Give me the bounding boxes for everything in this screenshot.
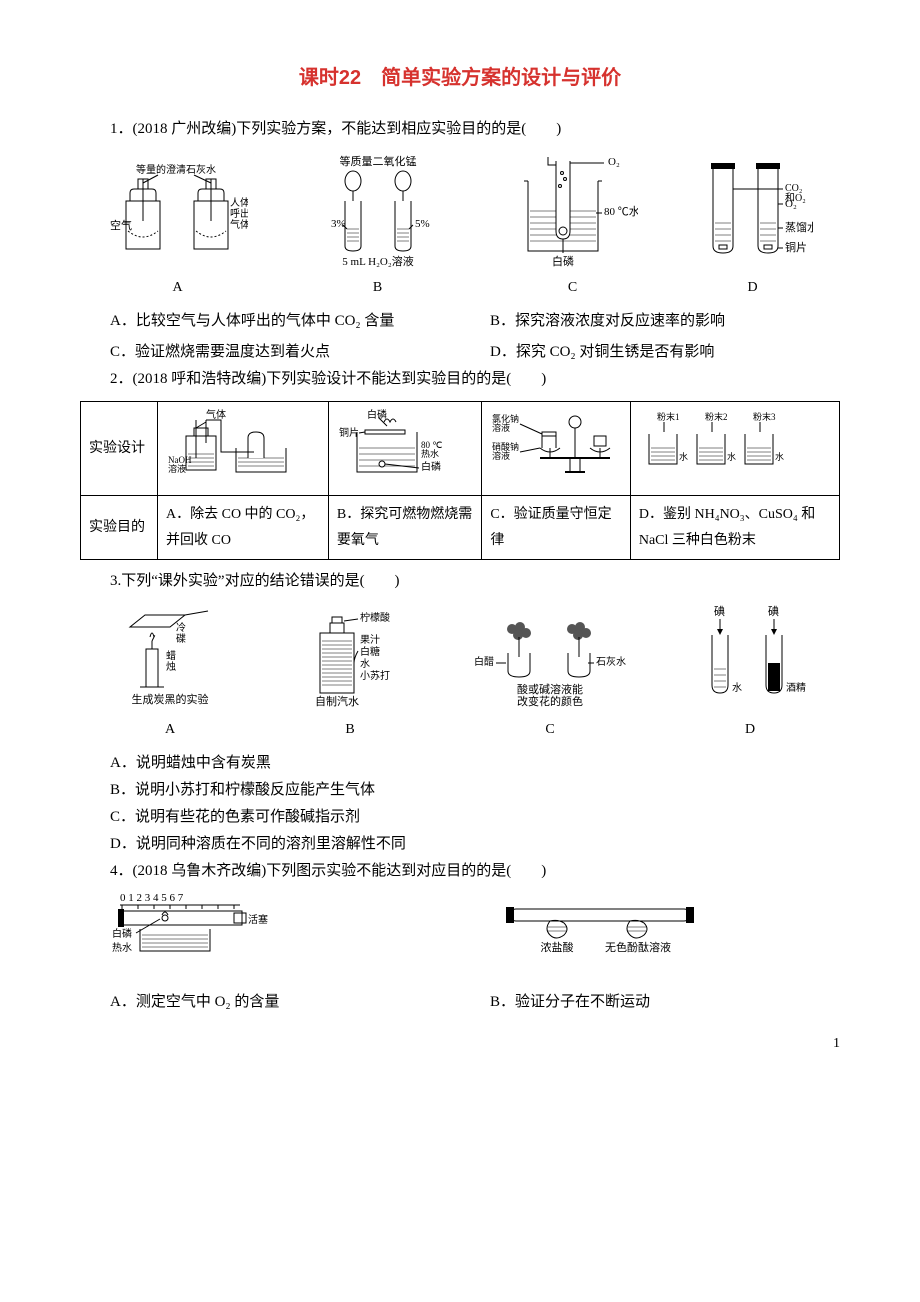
- svg-text:氯化钠溶液: 氯化钠溶液: [492, 413, 519, 433]
- svg-text:蜡烛: 蜡烛: [166, 650, 176, 673]
- q1-stem: 1．(2018 广州改编)下列实验方案，不能达到相应实验目的的是( ): [80, 116, 840, 143]
- q3-figD-label: D: [745, 717, 755, 742]
- q1-figB-label: B: [373, 275, 382, 300]
- q4-optB: B．验证分子在不断运动: [490, 989, 840, 1016]
- svg-text:小苏打: 小苏打: [360, 669, 390, 682]
- svg-text:粉末1: 粉末1: [657, 411, 680, 422]
- q1-figA-label: A: [172, 275, 182, 300]
- svg-text:80 ℃热水: 80 ℃热水: [421, 440, 442, 459]
- svg-text:5%: 5%: [415, 218, 430, 230]
- q1-figures: 等量的澄清石灰水 空气 人体呼出气体 A 等质量二氧化锰: [80, 151, 840, 300]
- svg-text:石灰水: 石灰水: [596, 655, 626, 668]
- q1-figD-label: D: [747, 275, 757, 300]
- svg-text:冷碟: 冷碟: [176, 621, 186, 645]
- q3-figA-label: A: [165, 717, 175, 742]
- q1-optA: A．比较空气与人体呼出的气体中 CO₂ 含量: [110, 308, 460, 335]
- svg-text:0 1 2 3 4 5 6 7: 0 1 2 3 4 5 6 7: [120, 892, 184, 904]
- q2-cellB-fig: 白磷 铜片 80 ℃热水 白磷: [328, 402, 481, 496]
- svg-text:白磷: 白磷: [112, 927, 132, 940]
- q4-optA: A．测定空气中 O₂ 的含量: [110, 989, 460, 1016]
- svg-text:O₂: O₂: [608, 156, 620, 168]
- svg-text:自制汽水: 自制汽水: [315, 694, 359, 708]
- q3-figures: 冷碟 蜡烛 生成炭黑的实验 A 柠檬酸: [80, 603, 840, 742]
- q1-optC: C．验证燃烧需要温度达到着火点: [110, 339, 460, 366]
- q2-cellC-fig: 氯化钠溶液 硝酸钠溶液: [482, 402, 631, 496]
- svg-text:水: 水: [732, 682, 742, 694]
- svg-text:无色酚酞溶液: 无色酚酞溶液: [605, 940, 671, 954]
- svg-text:生成炭黑的实验: 生成炭黑的实验: [132, 692, 209, 706]
- q1-figC: O₂ 80 ℃水 白磷 C: [508, 151, 638, 300]
- svg-text:碘: 碘: [768, 605, 779, 618]
- q1-optB: B．探究溶液浓度对反应速率的影响: [490, 308, 840, 335]
- q3-stem: 3.下列“课外实验”对应的结论错误的是( ): [80, 568, 840, 595]
- q2-table: 实验设计 气体 NaOH溶液: [80, 401, 840, 560]
- svg-text:碘: 碘: [714, 605, 725, 618]
- q4-figA: 0 1 2 3 4 5 6 7: [110, 889, 290, 979]
- q1-options: A．比较空气与人体呼出的气体中 CO₂ 含量 B．探究溶液浓度对反应速率的影响: [80, 308, 840, 335]
- q3-optA: A．说明蜡烛中含有炭黑: [110, 750, 840, 777]
- q3-figA: 冷碟 蜡烛 生成炭黑的实验 A: [110, 603, 230, 742]
- q2-optD: D．鉴别 NH₄NO₃、CuSO₄ 和 NaCl 三种白色粉末: [630, 496, 839, 559]
- q2-cellD-fig: 粉末1 粉末2 粉末3: [630, 402, 839, 496]
- svg-text:酸或碱溶液能改变花的颜色: 酸或碱溶液能改变花的颜色: [517, 682, 583, 708]
- svg-text:80 ℃水: 80 ℃水: [604, 205, 638, 218]
- svg-text:水: 水: [775, 451, 784, 462]
- svg-text:蒸馏水: 蒸馏水: [785, 220, 813, 234]
- q3-optC: C．说明有些花的色素可作酸碱指示剂: [110, 804, 840, 831]
- q1a-air: 空气: [110, 218, 132, 232]
- q2-optC: C．验证质量守恒定律: [482, 496, 631, 559]
- q3-figD: 碘 碘 水 酒精 D: [690, 603, 810, 742]
- svg-text:O₂: O₂: [785, 198, 797, 210]
- svg-text:白磷: 白磷: [552, 254, 574, 268]
- svg-text:粉末3: 粉末3: [753, 411, 776, 422]
- svg-text:水: 水: [360, 658, 370, 670]
- q4-stem: 4．(2018 乌鲁木齐改编)下列图示实验不能达到对应目的的是( ): [80, 858, 840, 885]
- q1-optD: D．探究 CO₂ 对铜生锈是否有影响: [490, 339, 840, 366]
- svg-text:白磷: 白磷: [421, 460, 441, 473]
- svg-text:柠檬酸: 柠檬酸: [360, 611, 390, 624]
- q3-figC-label: C: [545, 717, 554, 742]
- q3-figB: 柠檬酸 果汁 白糖 水 小苏打 自制汽水 B: [290, 603, 410, 742]
- q1-figD: CO₂和O₂ O₂ 蒸馏水 铜片 D: [693, 151, 813, 300]
- svg-text:热水: 热水: [112, 941, 132, 954]
- q4-figures: 0 1 2 3 4 5 6 7: [80, 889, 840, 1016]
- q2-stem: 2．(2018 呼和浩特改编)下列实验设计不能达到实验目的的是( ): [80, 366, 840, 393]
- svg-text:白糖: 白糖: [360, 645, 380, 658]
- svg-text:浓盐酸: 浓盐酸: [541, 940, 574, 954]
- q1-figC-label: C: [568, 275, 577, 300]
- svg-text:人体呼出气体: 人体呼出气体: [230, 197, 248, 231]
- svg-text:5 mL H₂O₂溶液: 5 mL H₂O₂溶液: [342, 254, 413, 268]
- q1-figA: 等量的澄清石灰水 空气 人体呼出气体 A: [108, 151, 248, 300]
- q1-figB: 等质量二氧化锰 3% 5% 5: [303, 151, 453, 300]
- q3-figB-label: B: [345, 717, 354, 742]
- svg-text:铜片: 铜片: [339, 426, 359, 439]
- q2-optA: A．除去 CO 中的 CO₂，并回收 CO: [158, 496, 329, 559]
- q2-row1-head: 实验设计: [81, 402, 158, 496]
- page-title: 课时22 简单实验方案的设计与评价: [80, 60, 840, 96]
- q2-row2-head: 实验目的: [81, 496, 158, 559]
- svg-text:粉末2: 粉末2: [705, 411, 728, 422]
- q2-optB: B．探究可燃物燃烧需要氧气: [328, 496, 481, 559]
- svg-text:白醋: 白醋: [474, 655, 494, 668]
- svg-text:果汁: 果汁: [360, 633, 380, 646]
- svg-text:等质量二氧化锰: 等质量二氧化锰: [339, 154, 416, 168]
- svg-text:铜片: 铜片: [785, 240, 807, 254]
- svg-text:气体: 气体: [206, 408, 226, 421]
- q4-figB: 浓盐酸 无色酚酞溶液: [490, 889, 710, 979]
- svg-text:NaOH溶液: NaOH溶液: [168, 455, 192, 474]
- q3-figC: 白醋 石灰水 酸或碱溶液能改变花的颜色 C: [470, 603, 630, 742]
- q1a-equal: 等量的澄清石灰水: [136, 163, 216, 176]
- svg-text:硝酸钠溶液: 硝酸钠溶液: [492, 441, 519, 461]
- svg-text:活塞: 活塞: [248, 913, 268, 926]
- page-number: 1: [833, 1031, 840, 1056]
- svg-text:水: 水: [679, 451, 688, 462]
- svg-text:酒精: 酒精: [786, 681, 806, 694]
- q3-optB: B．说明小苏打和柠檬酸反应能产生气体: [110, 777, 840, 804]
- svg-text:水: 水: [727, 451, 736, 462]
- q3-optD: D．说明同种溶质在不同的溶剂里溶解性不同: [110, 831, 840, 858]
- q2-cellA-fig: 气体 NaOH溶液: [158, 402, 329, 496]
- svg-text:3%: 3%: [331, 218, 346, 230]
- svg-text:白磷: 白磷: [367, 408, 387, 421]
